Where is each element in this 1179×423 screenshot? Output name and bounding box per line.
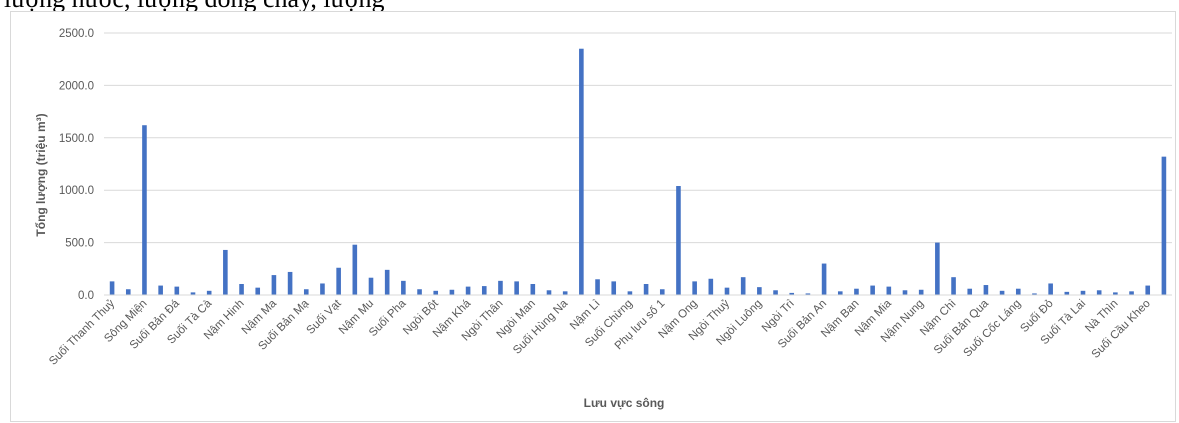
bar bbox=[158, 285, 163, 295]
bar bbox=[465, 286, 471, 295]
bar bbox=[999, 290, 1005, 295]
bar bbox=[1096, 290, 1102, 295]
bar bbox=[595, 279, 600, 295]
y-tick-label: 0.0 bbox=[78, 290, 94, 302]
bar bbox=[837, 291, 843, 295]
bar bbox=[789, 292, 795, 295]
bar bbox=[821, 263, 827, 295]
y-tick-label: 1500.0 bbox=[59, 133, 94, 145]
bar bbox=[303, 289, 309, 295]
bar bbox=[643, 284, 649, 295]
bar bbox=[530, 284, 536, 295]
bar bbox=[579, 48, 584, 295]
y-tick-label: 500.0 bbox=[65, 238, 94, 250]
bar bbox=[255, 287, 261, 295]
bar bbox=[724, 287, 730, 295]
bar bbox=[757, 287, 762, 295]
bar bbox=[708, 278, 714, 295]
bar bbox=[190, 292, 196, 295]
chart-area bbox=[10, 11, 1176, 422]
bar bbox=[271, 275, 277, 295]
bar bbox=[174, 286, 180, 295]
bar bbox=[498, 280, 503, 295]
y-tick-label: 2500.0 bbox=[59, 28, 94, 40]
bar bbox=[676, 186, 681, 295]
bar bbox=[740, 277, 746, 295]
x-tick-label: Suối Cầu Kheo bbox=[1090, 298, 1153, 361]
bar bbox=[352, 244, 358, 295]
bar bbox=[336, 267, 341, 295]
bar bbox=[481, 286, 487, 295]
bar bbox=[935, 242, 940, 295]
bar bbox=[546, 290, 552, 295]
y-axis-title: Tổng lượng (triệu m³) bbox=[34, 113, 48, 236]
bar bbox=[611, 281, 617, 295]
bar bbox=[659, 289, 665, 295]
bar bbox=[384, 269, 390, 295]
y-axis-ticks: 0.0 500.0 1000.0 1500.0 2000.0 2500.0 bbox=[59, 28, 94, 302]
bar bbox=[918, 289, 924, 295]
bar bbox=[870, 285, 875, 295]
bar bbox=[1161, 156, 1167, 295]
y-tick-label: 1000.0 bbox=[59, 185, 94, 197]
bar bbox=[902, 290, 908, 295]
bar bbox=[692, 281, 697, 295]
bar bbox=[1113, 292, 1118, 295]
gridlines bbox=[104, 32, 1172, 244]
bar bbox=[1145, 285, 1151, 295]
bar bbox=[1080, 290, 1086, 295]
bar bbox=[1129, 291, 1134, 295]
bar bbox=[967, 288, 973, 295]
bar bbox=[142, 125, 147, 295]
bar bbox=[287, 271, 293, 295]
bar bbox=[805, 293, 811, 295]
bars bbox=[109, 48, 1167, 295]
bar bbox=[1064, 291, 1070, 295]
bar bbox=[1048, 283, 1053, 295]
bar bbox=[514, 281, 519, 295]
bar bbox=[417, 289, 422, 295]
bar bbox=[239, 284, 244, 295]
bar bbox=[433, 290, 439, 295]
bar bbox=[368, 277, 374, 295]
bar bbox=[562, 291, 568, 295]
bar bbox=[1015, 288, 1021, 295]
bar bbox=[886, 286, 892, 295]
bar bbox=[206, 290, 212, 295]
bar bbox=[1032, 293, 1037, 295]
bar bbox=[951, 277, 956, 295]
bar bbox=[320, 283, 325, 295]
bar bbox=[109, 281, 115, 295]
y-tick-label: 2000.0 bbox=[59, 80, 94, 92]
header-text: lượng nước, lượng dòng chảy, lượng bbox=[4, 0, 384, 14]
bar bbox=[401, 280, 406, 295]
x-axis-title: Lưu vực sông bbox=[584, 396, 665, 410]
bar bbox=[627, 291, 633, 295]
bar bbox=[449, 289, 455, 295]
bar bbox=[983, 285, 989, 295]
bar bbox=[223, 249, 228, 295]
x-tick-label: Suối Cốc Láng bbox=[962, 298, 1024, 360]
bar bbox=[854, 288, 859, 295]
bar bbox=[773, 290, 778, 295]
bar bbox=[125, 289, 131, 295]
